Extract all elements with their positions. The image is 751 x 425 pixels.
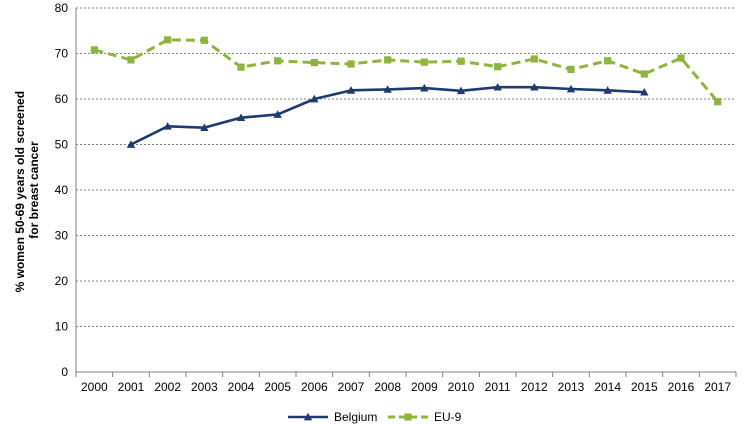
data-point-belgium (310, 94, 319, 103)
series-line-belgium (130, 85, 645, 146)
data-point-belgium (493, 82, 502, 91)
x-tick-label: 2013 (558, 380, 585, 394)
legend-marker-belgium (303, 412, 313, 421)
data-point-eu-9 (530, 55, 538, 63)
y-axis-title-line-2: for breast cancer (27, 141, 41, 239)
data-point-belgium (126, 140, 136, 148)
x-tick-label: 2014 (594, 380, 621, 394)
legend-label-belgium: Belgium (334, 410, 377, 424)
data-point-eu-9 (420, 58, 428, 66)
data-point-belgium (236, 113, 246, 122)
y-tick-label: 20 (55, 274, 69, 288)
series-line-eu-9 (93, 38, 719, 103)
x-tick-label: 2000 (81, 380, 108, 394)
y-tick-label: 50 (55, 138, 69, 152)
data-point-belgium (456, 86, 466, 95)
legend-label-eu-9: EU-9 (434, 410, 462, 424)
y-tick-label: 70 (55, 47, 69, 61)
x-tick-label: 2005 (264, 380, 291, 394)
x-tick-label: 2010 (448, 380, 475, 394)
data-point-eu-9 (127, 56, 135, 64)
data-point-eu-9 (494, 63, 502, 71)
legend-item-eu-9: EU-9 (388, 410, 462, 424)
y-tick-label: 0 (61, 365, 68, 379)
y-tick-label: 10 (55, 320, 69, 334)
series-eu-9 (90, 36, 722, 106)
y-axis-title-line-1: % women 50-69 years old screened (13, 91, 27, 292)
data-point-eu-9 (714, 98, 722, 106)
data-point-eu-9 (200, 36, 208, 44)
x-tick-label: 2004 (228, 380, 255, 394)
data-point-eu-9 (90, 46, 98, 54)
x-tick-label: 2002 (154, 380, 181, 394)
data-point-belgium (603, 86, 612, 94)
data-point-belgium (640, 87, 649, 96)
grid-layer (76, 7, 736, 327)
data-point-eu-9 (604, 57, 612, 65)
x-tick-label: 2015 (631, 380, 658, 394)
data-point-eu-9 (164, 36, 172, 44)
legend-item-belgium: Belgium (288, 410, 377, 424)
x-tick-label: 2007 (338, 380, 365, 394)
data-point-eu-9 (457, 57, 465, 65)
y-tick-label: 80 (55, 1, 69, 15)
data-point-eu-9 (384, 56, 392, 64)
data-point-belgium (383, 85, 392, 93)
data-point-eu-9 (237, 63, 245, 71)
y-tick-label: 60 (55, 92, 69, 106)
x-tick-label: 2008 (374, 380, 401, 394)
y-tick-label: 30 (55, 229, 69, 243)
y-tick-label: 40 (55, 183, 69, 197)
x-tick-label: 2016 (668, 380, 695, 394)
data-point-belgium (346, 86, 356, 94)
data-point-eu-9 (640, 70, 648, 78)
y-axis-title: % women 50-69 years old screened for bre… (13, 88, 41, 293)
data-point-eu-9 (567, 65, 575, 74)
data-point-belgium (566, 84, 576, 93)
x-tick-label: 2009 (411, 380, 438, 394)
data-point-belgium (200, 123, 209, 132)
x-tick-label: 2012 (521, 380, 548, 394)
axis-layer: 0 10 20 30 40 50 60 70 80 2000 2001 2002 2003 2004 200… (55, 1, 737, 394)
data-point-belgium (530, 82, 539, 91)
x-tick-label: 2006 (301, 380, 328, 394)
x-tick-label: 2017 (704, 380, 731, 394)
legend: Belgium EU-9 (288, 410, 462, 424)
x-tick-label: 2001 (118, 380, 145, 394)
data-point-eu-9 (677, 54, 685, 62)
data-point-eu-9 (310, 59, 318, 67)
data-point-eu-9 (274, 57, 282, 65)
data-point-belgium (420, 83, 429, 92)
data-point-eu-9 (347, 60, 355, 68)
x-tick-label: 2003 (191, 380, 218, 394)
legend-marker-eu-9 (404, 413, 412, 421)
data-point-belgium (163, 122, 172, 130)
data-point-belgium (273, 110, 282, 118)
series-belgium (126, 82, 649, 148)
x-tick-label: 2011 (485, 380, 511, 394)
series-layer (90, 36, 722, 148)
